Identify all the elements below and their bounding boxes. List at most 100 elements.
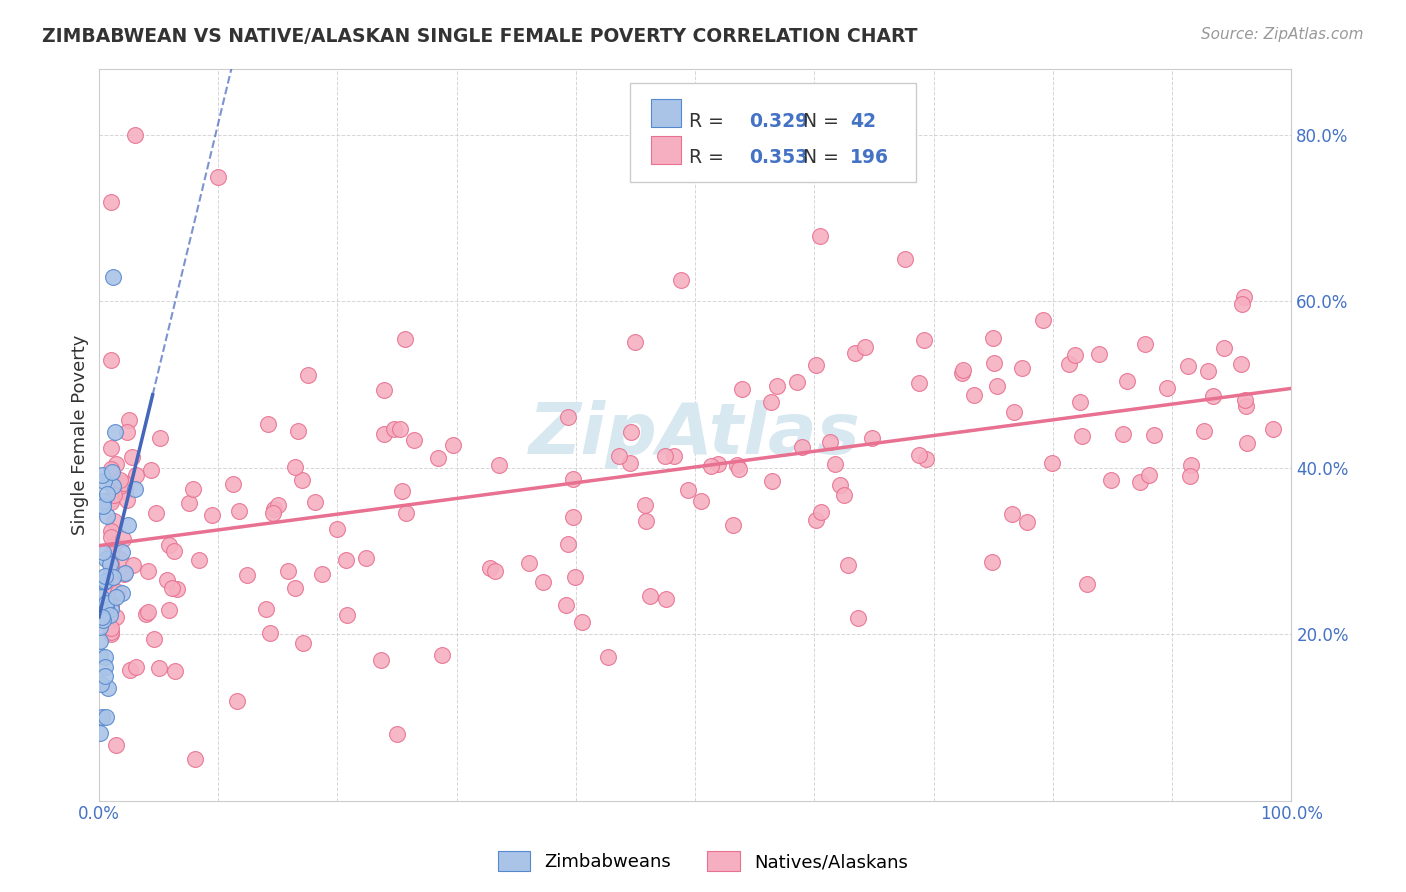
Point: [912, 333, 935, 347]
Point: [122, 558, 145, 573]
Point: [100, 194, 122, 209]
Point: [1197, 364, 1219, 378]
Point: [326, 523, 349, 537]
Point: [669, 273, 692, 287]
Point: [441, 438, 464, 452]
Point: [100, 584, 122, 599]
Point: [101, 569, 124, 583]
Point: [426, 451, 449, 466]
Point: [638, 589, 661, 603]
Point: [101, 569, 124, 583]
Point: [111, 586, 134, 600]
Point: [395, 507, 418, 521]
Point: [100, 627, 122, 641]
Point: [676, 483, 699, 498]
Point: [118, 413, 141, 427]
Point: [1178, 469, 1201, 483]
Point: [1261, 422, 1284, 436]
Point: [136, 565, 159, 579]
Point: [142, 632, 165, 647]
Point: [160, 581, 183, 595]
Point: [853, 340, 876, 354]
Point: [382, 422, 405, 436]
FancyBboxPatch shape: [651, 99, 681, 127]
Point: [228, 504, 250, 518]
Point: [624, 334, 647, 349]
Point: [177, 496, 200, 510]
Point: [103, 487, 125, 501]
Point: [110, 478, 132, 492]
Point: [100, 524, 122, 539]
Point: [488, 458, 510, 472]
Point: [1202, 389, 1225, 403]
Point: [91, 500, 114, 514]
Point: [1057, 357, 1080, 371]
Point: [790, 441, 813, 455]
Point: [1233, 393, 1256, 408]
Point: [1137, 467, 1160, 482]
Point: [236, 568, 259, 582]
Point: [89, 634, 111, 648]
Point: [385, 727, 408, 741]
Point: [89, 649, 111, 664]
Point: [100, 441, 122, 455]
Point: [124, 128, 146, 142]
Point: [100, 601, 122, 615]
Point: [188, 552, 211, 566]
Point: [1032, 313, 1054, 327]
Point: [112, 476, 135, 491]
Point: [103, 514, 125, 528]
Point: [1101, 473, 1123, 487]
Point: [654, 591, 676, 606]
Point: [354, 551, 377, 566]
Point: [108, 473, 131, 487]
Point: [394, 333, 416, 347]
Point: [1156, 381, 1178, 395]
Point: [121, 450, 143, 464]
Point: [110, 480, 132, 494]
Point: [915, 452, 938, 467]
Point: [105, 457, 128, 471]
Point: [700, 459, 723, 474]
Point: [114, 566, 136, 580]
Y-axis label: Single Female Poverty: Single Female Poverty: [72, 334, 89, 535]
Point: [93, 569, 115, 583]
Point: [93, 575, 115, 590]
Point: [1129, 475, 1152, 490]
Point: [335, 553, 357, 567]
Point: [163, 543, 186, 558]
Point: [598, 649, 620, 664]
Point: [157, 538, 180, 552]
Point: [311, 567, 333, 582]
Point: [107, 585, 129, 599]
Point: [91, 494, 114, 508]
Point: [1236, 435, 1258, 450]
Point: [125, 659, 148, 673]
Point: [291, 473, 314, 487]
Point: [1180, 458, 1202, 472]
Point: [259, 626, 281, 640]
Point: [908, 376, 931, 390]
Point: [297, 368, 319, 383]
Point: [100, 598, 122, 612]
Point: [115, 425, 138, 439]
Point: [103, 269, 125, 284]
Point: [125, 467, 148, 482]
Point: [1177, 359, 1199, 374]
Point: [226, 694, 249, 708]
Point: [135, 607, 157, 621]
Point: [117, 518, 139, 533]
Point: [181, 482, 204, 496]
Point: [110, 552, 132, 566]
Point: [844, 346, 866, 360]
Point: [94, 650, 117, 665]
Point: [100, 530, 122, 544]
Point: [94, 669, 117, 683]
Point: [115, 493, 138, 508]
Point: [860, 431, 883, 445]
Point: [111, 533, 134, 547]
Point: [184, 752, 207, 766]
Point: [277, 564, 299, 578]
Point: [554, 598, 576, 612]
Point: [1192, 424, 1215, 438]
